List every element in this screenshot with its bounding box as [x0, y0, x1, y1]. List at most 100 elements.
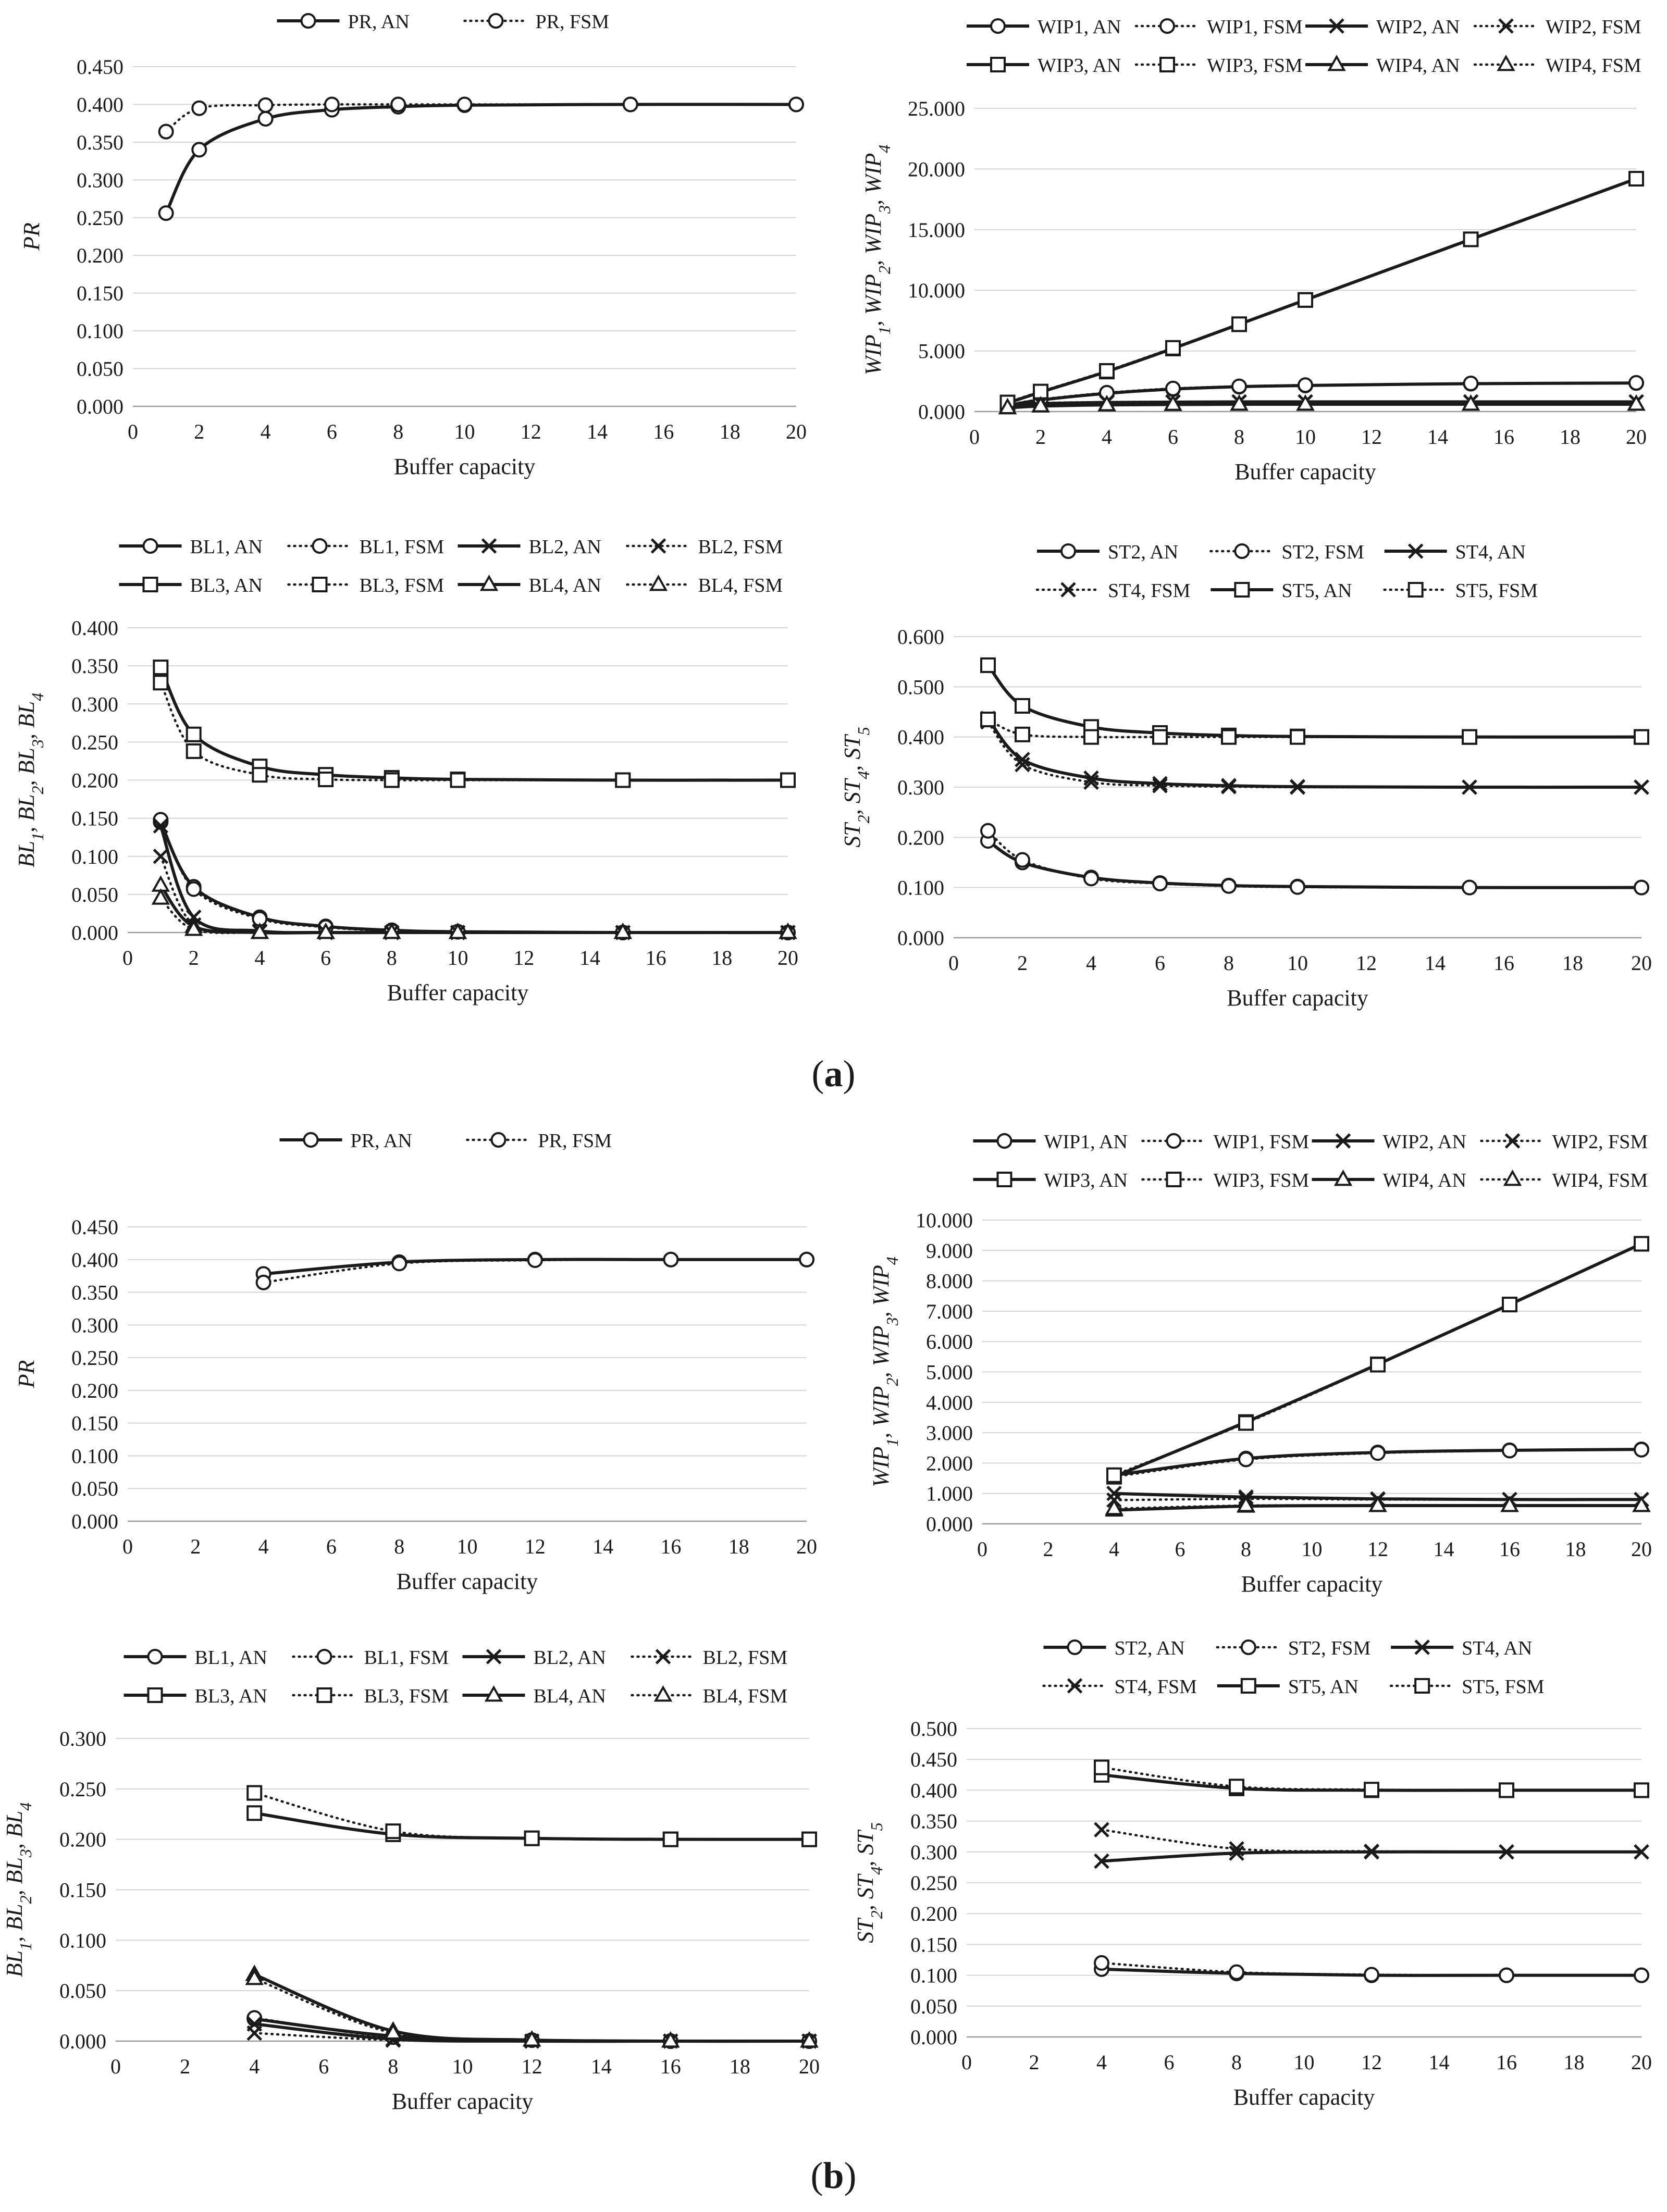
- x-tick-label: 20: [1631, 1537, 1652, 1561]
- x-tick-label: 14: [1427, 425, 1448, 449]
- data-point: [1031, 396, 1050, 413]
- x-tick-label: 12: [522, 2055, 542, 2078]
- legend-item: ST5, AN: [1211, 580, 1352, 602]
- data-point: [1499, 1782, 1514, 1798]
- x-tick-label: 10: [1295, 425, 1316, 449]
- legend: PR, AN PR, FSM: [279, 1130, 612, 1152]
- legend-item: WIP2, FSM: [1473, 16, 1641, 38]
- data-point: [1229, 1779, 1244, 1795]
- x-tick-label: 2: [1029, 2051, 1040, 2074]
- legend-item: BL2, AN: [458, 536, 601, 558]
- legend-item: ST4, AN: [1384, 541, 1526, 563]
- x-tick-label: 6: [1155, 951, 1165, 975]
- data-point: [1500, 1495, 1519, 1512]
- x-tick-label: 12: [1361, 425, 1382, 449]
- data-point: [1231, 316, 1247, 332]
- y-tick-label: 0.000: [897, 926, 944, 950]
- data-point: [151, 888, 170, 905]
- series-st4-an: [1094, 1844, 1649, 1869]
- x-tick-label: 8: [1241, 1537, 1251, 1561]
- x-tick-label: 10: [1294, 2051, 1315, 2074]
- legend-marker: [142, 577, 158, 592]
- data-point: [980, 823, 996, 839]
- y-tick-label: 9.000: [926, 1239, 973, 1262]
- legend-item: BL3, AN: [119, 575, 263, 597]
- legend-marker: [1503, 1169, 1522, 1186]
- legend-marker: [316, 1687, 332, 1703]
- y-axis-title: BL1, BL2, BL3, BL4: [2, 1803, 35, 1977]
- legend-item: WIP4, FSM: [1473, 54, 1641, 77]
- data-point: [257, 110, 274, 127]
- legend-item: WIP2, AN: [1305, 16, 1460, 38]
- x-tick-label: 2: [1017, 951, 1028, 975]
- x-tick-label: 14: [1429, 2051, 1450, 2074]
- series-line: [1100, 1828, 1643, 1854]
- data-point: [1298, 292, 1313, 308]
- legend-item: WIP3, FSM: [1134, 55, 1303, 77]
- series-line: [1006, 381, 1638, 406]
- legend-label: BL3, FSM: [360, 575, 444, 597]
- data-point: [1290, 879, 1305, 895]
- data-point: [980, 657, 996, 673]
- x-tick-label: 6: [1175, 1537, 1186, 1561]
- data-point: [382, 922, 401, 939]
- data-point: [1238, 1415, 1254, 1431]
- legend-label: WIP2, AN: [1376, 16, 1460, 38]
- legend-marker: [481, 538, 497, 554]
- x-axis-title: Buffer capacity: [1241, 1571, 1383, 1597]
- x-tick-label: 8: [1224, 951, 1234, 975]
- chart-a-2: 0.000 5.000 10.000 15.000 20.000 25.000 0 2 4 6 8 1…: [860, 16, 1647, 484]
- data-point: [801, 1831, 817, 1847]
- x-tick-label: 8: [387, 946, 397, 970]
- data-point: [153, 675, 169, 691]
- y-tick-label: 0.300: [910, 1841, 957, 1864]
- y-tick-label: 0.250: [910, 1871, 957, 1895]
- data-point: [191, 100, 207, 116]
- data-point: [1094, 1853, 1109, 1869]
- legend-item: BL1, AN: [124, 1647, 267, 1669]
- legend-label: WIP1, AN: [1038, 16, 1121, 38]
- series-bl3-fsm: [153, 675, 796, 788]
- x-tick-label: 6: [320, 946, 331, 970]
- x-tick-label: 6: [1164, 2051, 1175, 2074]
- data-point: [1634, 1782, 1649, 1798]
- data-point: [391, 1256, 408, 1272]
- legend-item: WIP1, FSM: [1134, 16, 1303, 38]
- y-tick-label: 2.000: [926, 1451, 973, 1475]
- y-tick-label: 0.350: [77, 131, 124, 154]
- y-tick-label: 0.250: [71, 1346, 118, 1370]
- x-tick-label: 0: [969, 425, 980, 449]
- data-point: [1462, 779, 1477, 795]
- data-point: [1083, 871, 1099, 887]
- panel-a-label: (a): [811, 1053, 856, 1095]
- x-tick-label: 8: [394, 1535, 404, 1558]
- chart-b-5: 0.000 0.050 0.100 0.150 0.200 0.250 0.300 0.350…: [14, 1130, 817, 1594]
- data-point: [622, 96, 638, 113]
- y-tick-label: 0.050: [59, 1979, 106, 2003]
- data-point: [1364, 1782, 1379, 1798]
- y-tick-label: 0.200: [71, 769, 118, 792]
- data-point: [662, 1831, 678, 1847]
- data-point: [615, 772, 631, 788]
- data-point: [153, 818, 169, 834]
- legend-item: BL4, AN: [462, 1685, 606, 1707]
- legend-label: WIP2, AN: [1383, 1131, 1466, 1153]
- legend-item: WIP1, AN: [973, 1131, 1128, 1153]
- data-point: [1221, 878, 1237, 894]
- legend-item: ST5, AN: [1217, 1676, 1359, 1698]
- y-tick-label: 0.050: [77, 357, 124, 381]
- data-point: [613, 922, 632, 939]
- x-tick-label: 18: [1565, 1537, 1586, 1561]
- legend-item: PR, AN: [279, 1130, 412, 1152]
- legend-label: BL3, AN: [190, 575, 263, 597]
- data-point: [1634, 1844, 1649, 1860]
- data-point: [1462, 729, 1477, 745]
- legend-label: WIP3, FSM: [1207, 55, 1303, 77]
- legend-item: WIP4, FSM: [1480, 1169, 1648, 1191]
- y-tick-label: 0.250: [77, 206, 124, 230]
- legend-item: ST2, FSM: [1209, 541, 1364, 563]
- data-point: [1106, 1467, 1122, 1483]
- legend-item: ST4, FSM: [1035, 580, 1190, 602]
- y-tick-label: 0.100: [897, 876, 944, 900]
- data-point: [246, 2025, 262, 2041]
